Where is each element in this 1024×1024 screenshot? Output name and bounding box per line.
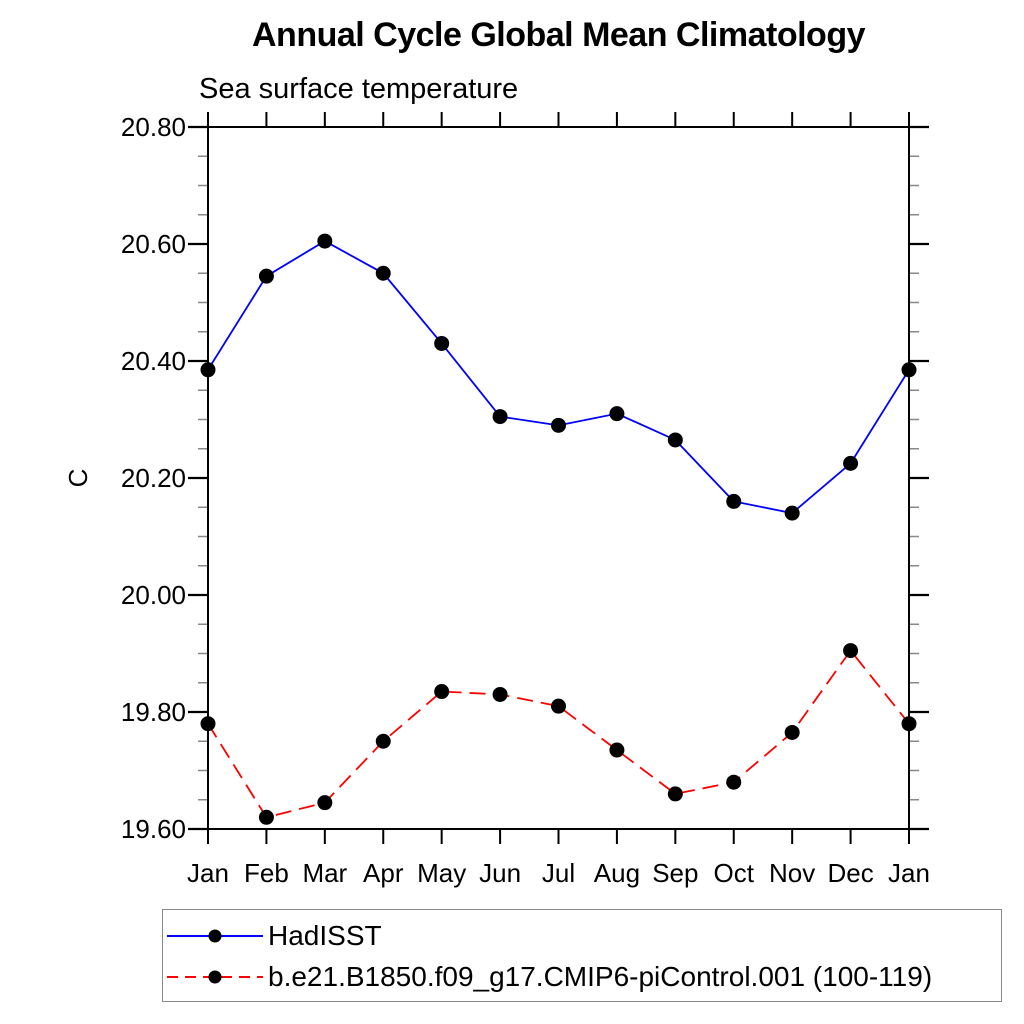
x-tick-label: Jan xyxy=(888,858,930,888)
data-point-marker xyxy=(784,505,800,521)
data-point-marker xyxy=(200,362,216,378)
legend-label: b.e21.B1850.f09_g17.CMIP6-piControl.001 … xyxy=(268,961,933,992)
x-tick-label: Jun xyxy=(479,858,521,888)
series-line-0 xyxy=(207,240,910,515)
data-point-marker xyxy=(843,643,859,659)
marker-dot-icon xyxy=(208,970,222,984)
y-tick-label: 20.20 xyxy=(121,463,186,493)
data-point-marker xyxy=(667,432,683,448)
data-point-marker xyxy=(726,493,742,509)
data-point-marker xyxy=(551,417,566,433)
x-tick-label: Dec xyxy=(827,858,873,888)
x-tick-label: Jan xyxy=(187,858,229,888)
data-point-marker xyxy=(375,265,391,281)
data-point-marker xyxy=(258,268,274,284)
series-line-1 xyxy=(207,649,910,819)
data-point-marker xyxy=(784,724,800,740)
x-tick-label: Feb xyxy=(244,858,289,888)
x-tick-label: Aug xyxy=(594,858,640,888)
data-point-marker xyxy=(901,362,917,378)
legend-item-model: b.e21.B1850.f09_g17.CMIP6-piControl.001 … xyxy=(167,963,932,991)
x-tick-label: Mar xyxy=(302,858,347,888)
y-tick-label: 20.80 xyxy=(121,112,186,142)
data-point-marker xyxy=(434,335,450,351)
data-point-marker xyxy=(258,809,274,825)
legend: HadISST b.e21.B1850.f09_g17.CMIP6-piCont… xyxy=(162,909,1002,1002)
legend-label: HadISST xyxy=(268,920,382,951)
data-point-marker xyxy=(609,406,625,422)
data-point-marker xyxy=(492,409,508,425)
data-point-marker xyxy=(551,698,566,714)
y-tick-label: 20.60 xyxy=(121,229,186,259)
data-point-marker xyxy=(492,686,508,702)
y-tick-label: 20.40 xyxy=(121,346,186,376)
data-point-marker xyxy=(726,774,742,790)
x-tick-label: May xyxy=(417,858,466,888)
x-tick-label: Nov xyxy=(769,858,815,888)
x-tick-label: Apr xyxy=(363,858,404,888)
data-point-marker xyxy=(843,455,859,471)
data-point-marker xyxy=(375,733,391,749)
x-tick-label: Jul xyxy=(542,858,575,888)
y-tick-label: 19.80 xyxy=(121,697,186,727)
x-tick-label: Oct xyxy=(714,858,755,888)
data-point-marker xyxy=(200,716,216,732)
data-point-marker xyxy=(317,795,333,811)
legend-swatch-dashed xyxy=(167,963,263,991)
data-point-marker xyxy=(609,742,625,758)
y-tick-label: 20.00 xyxy=(121,580,186,610)
legend-swatch-solid xyxy=(167,922,263,950)
legend-item-hadisst: HadISST xyxy=(167,922,382,950)
data-point-marker xyxy=(317,233,333,249)
data-point-marker xyxy=(667,786,683,802)
x-tick-label: Sep xyxy=(652,858,698,888)
marker-dot-icon xyxy=(208,929,222,943)
chart-subtitle: Sea surface temperature xyxy=(199,73,519,105)
chart-title: Annual Cycle Global Mean Climatology xyxy=(252,16,866,54)
plot-frame xyxy=(207,126,910,830)
data-point-marker xyxy=(901,716,917,732)
data-point-marker xyxy=(434,684,450,700)
y-tick-label: 19.60 xyxy=(121,814,186,844)
